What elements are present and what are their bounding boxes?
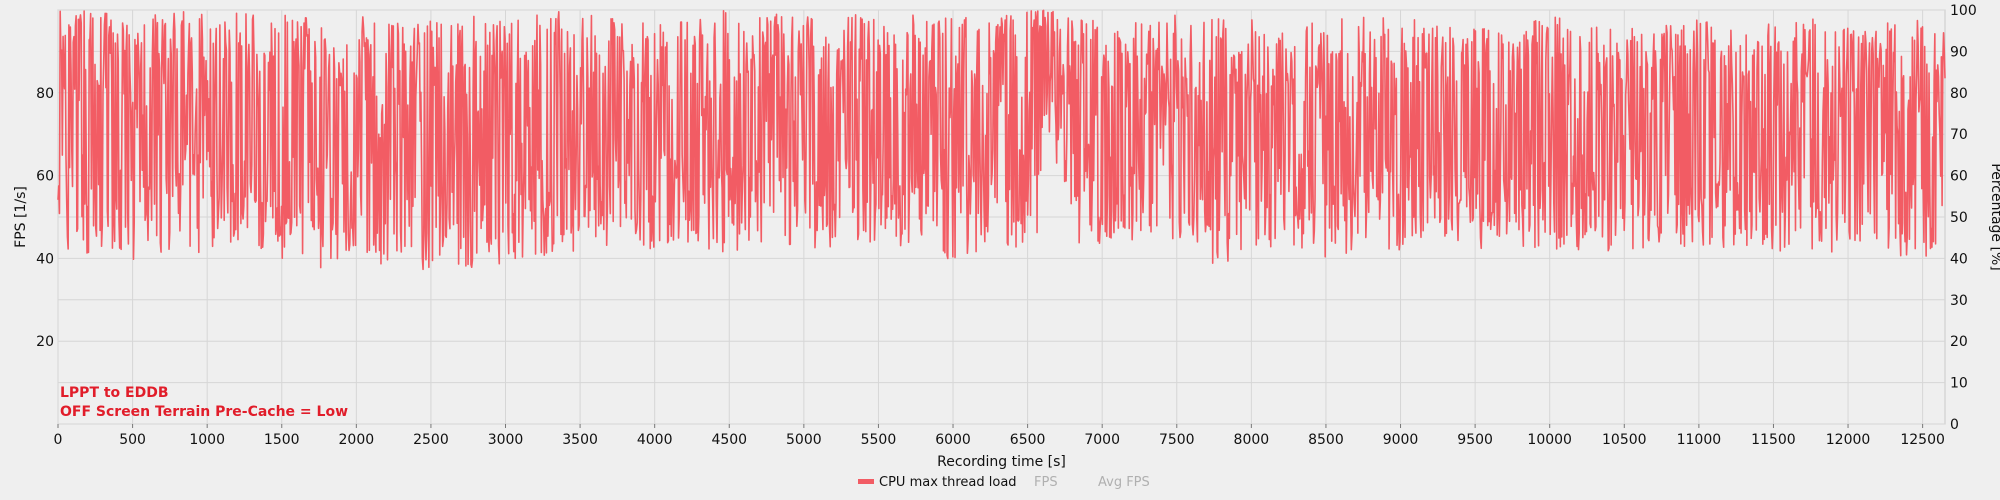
- x-tick-label: 5500: [861, 432, 897, 448]
- x-tick-label: 11000: [1677, 432, 1722, 448]
- legend-label: FPS: [1034, 475, 1058, 490]
- plot-area: [57, 9, 1946, 425]
- x-tick-label: 500: [119, 432, 146, 448]
- x-axis-ticks: 0 500 1000 1500 2000 2500 3000 3500 4000 4500 5000…: [54, 424, 1945, 448]
- x-tick-label: 4500: [711, 432, 747, 448]
- annotation-route: LPPT to EDDB: [60, 385, 169, 401]
- x-tick-label: 7000: [1084, 432, 1120, 448]
- left-tick-label: 20: [36, 334, 54, 350]
- x-tick-label: 5000: [786, 432, 822, 448]
- right-tick-label: 0: [1950, 417, 1959, 433]
- right-axis-ticks: 0 10 20 30 40 50 60 70 80 90 100: [1950, 3, 1977, 433]
- left-axis-title: FPS [1/s]: [13, 186, 29, 248]
- legend-item-fps[interactable]: FPS: [1034, 475, 1058, 490]
- series-layer: [57, 9, 1946, 271]
- x-tick-label: 7500: [1159, 432, 1195, 448]
- x-tick-label: 12500: [1900, 432, 1945, 448]
- x-tick-label: 2500: [413, 432, 449, 448]
- legend-swatch: [858, 479, 874, 484]
- legend-label: Avg FPS: [1098, 475, 1150, 490]
- series-line-cpu-max-thread-load: [57, 9, 1946, 271]
- x-tick-label: 9000: [1383, 432, 1419, 448]
- right-tick-label: 20: [1950, 334, 1968, 350]
- right-tick-label: 80: [1950, 86, 1968, 102]
- x-tick-label: 4000: [637, 432, 673, 448]
- x-tick-label: 8500: [1308, 432, 1344, 448]
- right-tick-label: 40: [1950, 251, 1968, 267]
- x-tick-label: 3000: [488, 432, 524, 448]
- right-tick-label: 30: [1950, 293, 1968, 309]
- legend-label: CPU max thread load: [879, 475, 1017, 490]
- left-tick-label: 80: [36, 86, 54, 102]
- legend-item-avg-fps[interactable]: Avg FPS: [1098, 475, 1150, 490]
- right-tick-label: 50: [1950, 210, 1968, 226]
- right-tick-label: 90: [1950, 44, 1968, 60]
- legend-item-cpu-max-thread-load[interactable]: CPU max thread load: [858, 475, 1017, 490]
- right-tick-label: 100: [1950, 3, 1977, 19]
- left-tick-label: 60: [36, 169, 54, 185]
- x-tick-label: 12000: [1826, 432, 1871, 448]
- x-tick-label: 0: [54, 432, 63, 448]
- x-tick-label: 1000: [189, 432, 225, 448]
- right-axis-title: Percentage [%]: [1988, 163, 2000, 270]
- x-tick-label: 3500: [562, 432, 598, 448]
- x-tick-label: 2000: [339, 432, 375, 448]
- x-tick-label: 11500: [1751, 432, 1796, 448]
- x-tick-label: 10500: [1602, 432, 1647, 448]
- right-tick-label: 60: [1950, 169, 1968, 185]
- x-tick-label: 6500: [1010, 432, 1046, 448]
- legend: CPU max thread load FPS Avg FPS: [858, 475, 1150, 490]
- left-tick-label: 40: [36, 251, 54, 267]
- x-tick-label: 6000: [935, 432, 971, 448]
- x-tick-label: 10000: [1527, 432, 1572, 448]
- right-tick-label: 10: [1950, 376, 1968, 392]
- left-axis-ticks: 20 40 60 80: [36, 86, 54, 350]
- annotation-setting: OFF Screen Terrain Pre-Cache = Low: [60, 404, 348, 420]
- x-axis-title: Recording time [s]: [937, 454, 1066, 470]
- x-tick-label: 9500: [1457, 432, 1493, 448]
- x-tick-label: 1500: [264, 432, 300, 448]
- x-tick-label: 8000: [1234, 432, 1270, 448]
- right-tick-label: 70: [1950, 127, 1968, 143]
